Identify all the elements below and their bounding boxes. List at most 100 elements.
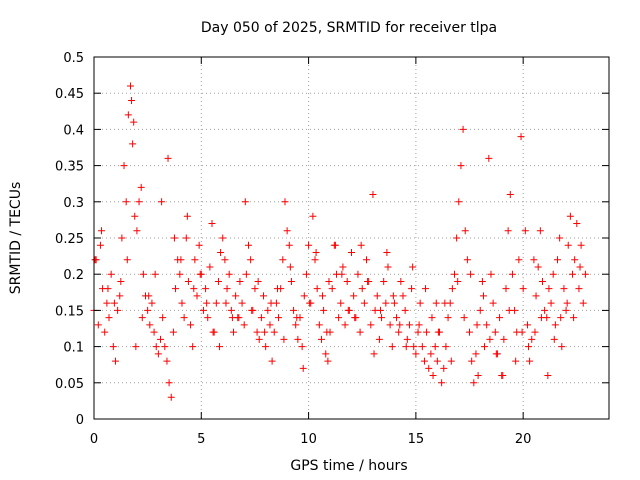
- data-point: [241, 198, 249, 206]
- data-point: [309, 212, 317, 220]
- data-point: [133, 227, 141, 235]
- data-point: [111, 357, 119, 365]
- data-point: [203, 299, 211, 307]
- data-point: [164, 154, 172, 162]
- data-point: [460, 314, 468, 322]
- data-point: [281, 198, 289, 206]
- data-point: [502, 285, 510, 293]
- data-point: [532, 292, 540, 300]
- data-point: [396, 321, 404, 329]
- data-point: [165, 379, 173, 387]
- data-point: [290, 306, 298, 314]
- data-point: [123, 256, 131, 264]
- data-point: [476, 306, 484, 314]
- data-point: [500, 335, 508, 343]
- data-point: [225, 270, 233, 278]
- data-point: [167, 393, 175, 401]
- data-point: [444, 314, 452, 322]
- data-point: [96, 241, 104, 249]
- data-point: [157, 335, 165, 343]
- data-point: [538, 277, 546, 285]
- data-point: [126, 82, 134, 90]
- data-point: [386, 321, 394, 329]
- data-point: [356, 328, 364, 336]
- data-point: [302, 270, 310, 278]
- data-point: [158, 198, 166, 206]
- data-point: [390, 299, 398, 307]
- data-point: [104, 285, 112, 293]
- data-point: [180, 314, 188, 322]
- data-point: [550, 335, 558, 343]
- data-point: [405, 321, 413, 329]
- data-point: [109, 343, 117, 351]
- data-point: [414, 328, 422, 336]
- data-point: [463, 256, 471, 264]
- data-point: [358, 285, 366, 293]
- data-point: [573, 220, 581, 228]
- data-point: [319, 292, 327, 300]
- data-point: [453, 234, 461, 242]
- data-point: [441, 299, 449, 307]
- y-axis-label: SRMTID / TECUs: [8, 182, 24, 295]
- data-point: [191, 256, 199, 264]
- data-point: [132, 343, 140, 351]
- data-point: [409, 263, 417, 271]
- data-point: [370, 350, 378, 358]
- data-point: [489, 299, 497, 307]
- data-point: [255, 335, 263, 343]
- data-point: [135, 198, 143, 206]
- data-point: [187, 321, 195, 329]
- data-point: [537, 314, 545, 322]
- data-point: [415, 321, 423, 329]
- data-point: [183, 212, 191, 220]
- data-point: [285, 241, 293, 249]
- data-point: [348, 248, 355, 256]
- data-point: [429, 372, 437, 380]
- data-point: [401, 306, 409, 314]
- data-point: [238, 299, 246, 307]
- x-tick-label: 15: [408, 432, 425, 447]
- data-point: [479, 292, 487, 300]
- data-point: [440, 364, 448, 372]
- data-point: [251, 285, 259, 293]
- data-point: [268, 357, 276, 365]
- data-point: [107, 270, 115, 278]
- data-point: [472, 350, 480, 358]
- data-point: [566, 212, 574, 220]
- data-point: [130, 118, 138, 126]
- data-point: [579, 299, 587, 307]
- data-point: [184, 277, 192, 285]
- data-point: [491, 328, 499, 336]
- data-point: [240, 321, 248, 329]
- data-point: [395, 328, 403, 336]
- data-point: [270, 328, 278, 336]
- data-point: [486, 335, 494, 343]
- data-point: [338, 270, 346, 278]
- data-point: [94, 321, 102, 329]
- data-point: [525, 343, 533, 351]
- data-point: [530, 256, 538, 264]
- data-point: [331, 241, 339, 249]
- y-tick-label: 0.15: [55, 304, 84, 319]
- y-tick-label: 0.5: [63, 51, 84, 66]
- data-point: [459, 125, 467, 133]
- data-point: [248, 306, 256, 314]
- data-point: [144, 306, 152, 314]
- data-point: [474, 372, 482, 380]
- data-point: [267, 299, 275, 307]
- data-point: [152, 343, 160, 351]
- data-point: [534, 263, 542, 271]
- data-point: [101, 328, 109, 336]
- data-point: [499, 372, 507, 380]
- data-point: [549, 270, 557, 278]
- data-point: [325, 277, 333, 285]
- data-point: [447, 357, 455, 365]
- data-point: [526, 357, 534, 365]
- data-point: [280, 335, 288, 343]
- data-point: [410, 343, 418, 351]
- data-point: [485, 154, 493, 162]
- data-point: [575, 285, 583, 293]
- data-point: [261, 328, 269, 336]
- data-point: [351, 314, 359, 322]
